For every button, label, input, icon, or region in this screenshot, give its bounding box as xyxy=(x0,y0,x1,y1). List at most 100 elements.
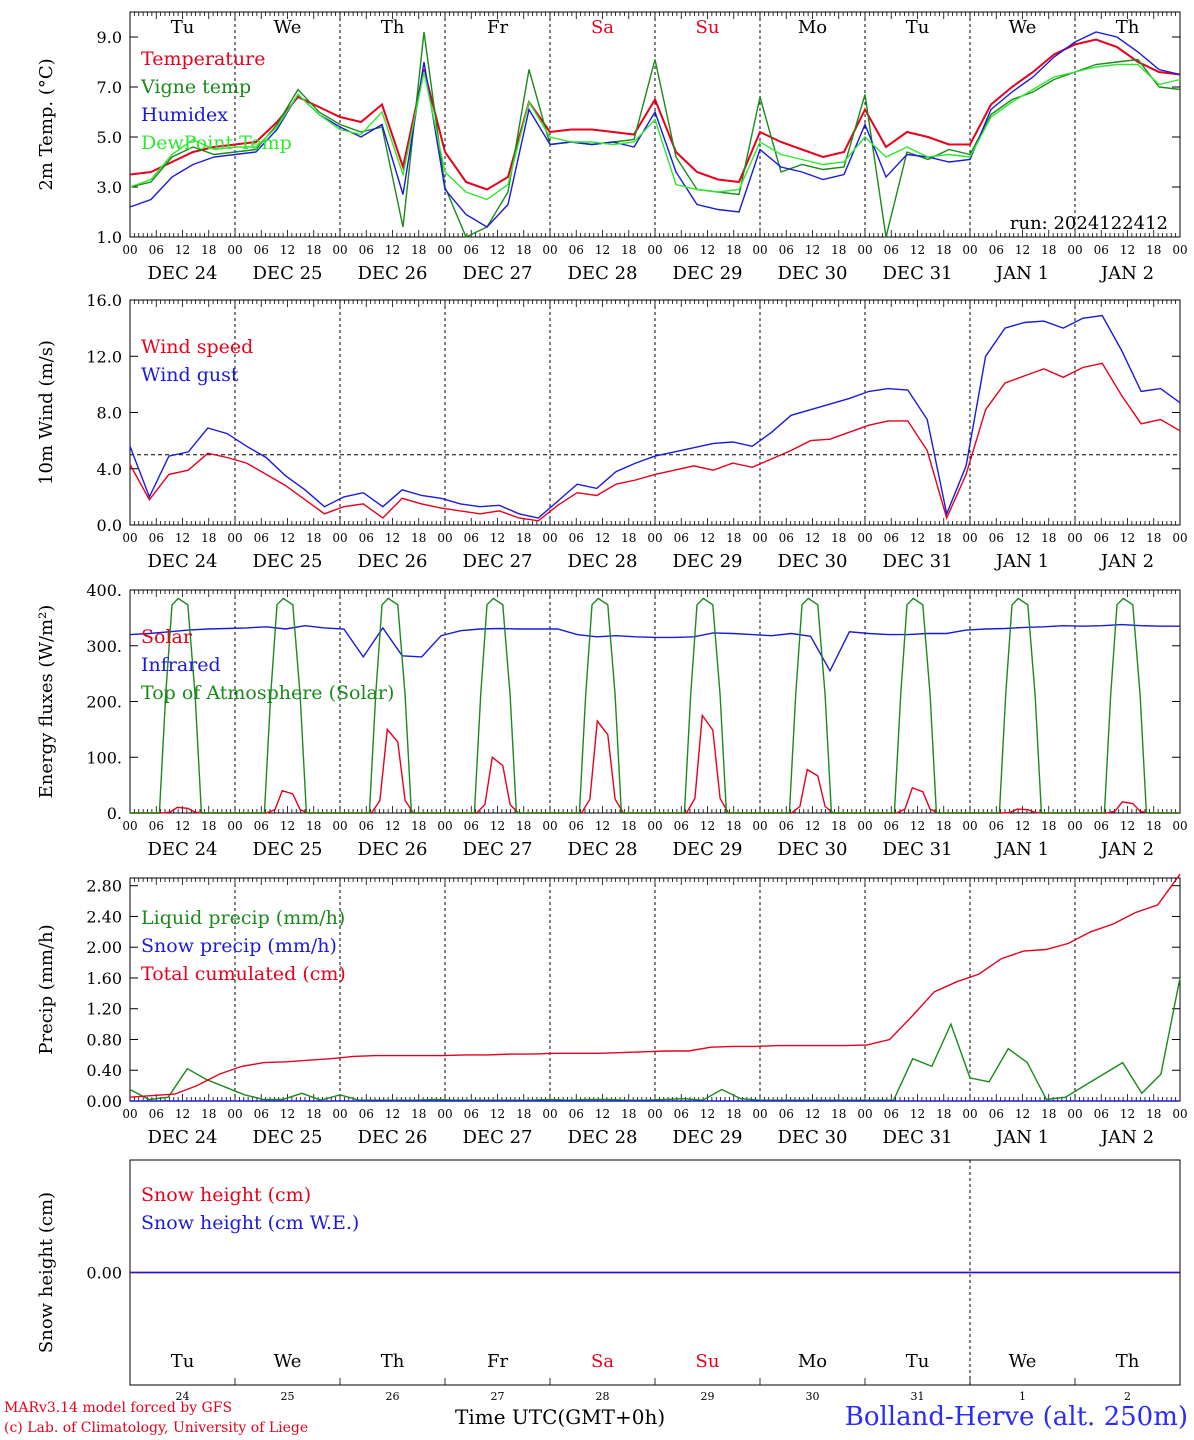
date-label: DEC 31 xyxy=(883,1127,953,1148)
run-annotation: run: 2024122412 xyxy=(1010,213,1168,234)
weekday-label: We xyxy=(274,17,302,38)
date-label: DEC 27 xyxy=(463,551,533,572)
hour-label: 12 xyxy=(595,243,610,257)
hour-label: 18 xyxy=(1146,819,1161,833)
hour-label: 00 xyxy=(227,819,242,833)
date-label: DEC 25 xyxy=(253,551,323,572)
day-number: 27 xyxy=(491,1390,505,1400)
date-label: DEC 30 xyxy=(778,263,848,284)
hour-label: 00 xyxy=(1172,531,1187,545)
y-tick-label: 8.0 xyxy=(97,404,122,423)
panel-4: 00 06 12 18 00 06 12 18 00 06 12 18 00 06 12 18 00 06 12 18… xyxy=(36,873,1188,1148)
date-label: DEC 30 xyxy=(778,839,848,860)
time-axis-label: Time UTC(GMT+0h) xyxy=(455,1405,666,1429)
date-label: DEC 28 xyxy=(568,263,638,284)
y-tick-label: 300. xyxy=(86,637,122,656)
panel-1: 00 06 12 18 00 06 12 18 00 06 12 18 00 06 12 18 00 06 12 18… xyxy=(36,11,1188,284)
date-label: DEC 24 xyxy=(148,839,218,860)
y-tick-label: 1.0 xyxy=(97,228,122,247)
hour-label: 18 xyxy=(411,531,426,545)
date-label: JAN 2 xyxy=(1099,551,1154,572)
legend-item: Wind gust xyxy=(141,364,239,386)
hour-label: 00 xyxy=(437,243,452,257)
hour-label: 18 xyxy=(831,1107,846,1121)
hour-label: 12 xyxy=(490,1107,505,1121)
y-tick-label: 7.0 xyxy=(97,78,122,97)
weekday-label: Th xyxy=(1116,1351,1140,1372)
series-line-top-of-atmosphere-solar- xyxy=(130,597,1180,814)
y-tick-label: 2.40 xyxy=(86,907,122,926)
day-number: 30 xyxy=(806,1390,820,1400)
hour-label: 18 xyxy=(726,1107,741,1121)
hour-label: 00 xyxy=(542,1107,557,1121)
hour-label: 06 xyxy=(569,531,584,545)
hour-label: 12 xyxy=(280,243,295,257)
legend-item: Temperature xyxy=(141,48,265,70)
hour-label: 18 xyxy=(306,531,321,545)
legend-item: Vigne temp xyxy=(140,76,251,98)
hour-label: 12 xyxy=(805,819,820,833)
hour-label: 06 xyxy=(674,1107,689,1121)
hour-label: 00 xyxy=(1172,819,1187,833)
date-label: DEC 28 xyxy=(568,1127,638,1148)
weekday-label: Fr xyxy=(487,1351,508,1372)
hour-label: 00 xyxy=(332,819,347,833)
y-axis-label: Precip (mm/h) xyxy=(36,924,57,1054)
date-label: DEC 29 xyxy=(673,839,743,860)
hour-label: 00 xyxy=(1172,1107,1187,1121)
hour-label: 06 xyxy=(674,243,689,257)
hour-label: 06 xyxy=(884,1107,899,1121)
weekday-label: Tu xyxy=(171,1351,195,1372)
y-tick-label: 5.0 xyxy=(97,128,122,147)
hour-label: 06 xyxy=(1094,819,1109,833)
date-label: DEC 31 xyxy=(883,839,953,860)
hour-label: 18 xyxy=(831,531,846,545)
y-tick-label: 16.0 xyxy=(86,291,122,310)
weekday-label: Th xyxy=(1116,17,1140,38)
hour-label: 06 xyxy=(359,243,374,257)
hour-label: 06 xyxy=(464,243,479,257)
hour-label: 12 xyxy=(1015,531,1030,545)
hour-label: 00 xyxy=(857,531,872,545)
legend-item: Snow height (cm W.E.) xyxy=(141,1212,359,1234)
y-tick-label: 2.00 xyxy=(86,938,122,957)
hour-label: 06 xyxy=(149,243,164,257)
hour-label: 06 xyxy=(1094,243,1109,257)
hour-label: 18 xyxy=(831,819,846,833)
hour-label: 12 xyxy=(595,1107,610,1121)
hour-label: 18 xyxy=(411,243,426,257)
y-axis-label: Snow height (cm) xyxy=(36,1192,57,1353)
day-number: 24 xyxy=(176,1390,190,1400)
hour-label: 06 xyxy=(254,819,269,833)
date-label: DEC 27 xyxy=(463,263,533,284)
series-line-wind-speed xyxy=(129,362,1181,522)
hour-label: 00 xyxy=(752,531,767,545)
y-tick-label: 9.0 xyxy=(97,28,122,47)
hour-label: 12 xyxy=(175,1107,190,1121)
hour-label: 00 xyxy=(752,819,767,833)
hour-label: 00 xyxy=(437,819,452,833)
legend-item: Wind speed xyxy=(141,336,253,358)
hour-label: 06 xyxy=(149,819,164,833)
hour-label: 18 xyxy=(726,819,741,833)
hour-label: 18 xyxy=(621,243,636,257)
hour-label: 18 xyxy=(726,243,741,257)
hour-label: 12 xyxy=(175,243,190,257)
hour-label: 00 xyxy=(647,531,662,545)
hour-label: 12 xyxy=(805,1107,820,1121)
hour-label: 18 xyxy=(516,1107,531,1121)
legend-item: Total cumulated (cm) xyxy=(141,963,346,985)
legend-item: Liquid precip (mm/h) xyxy=(141,907,345,929)
hour-label: 00 xyxy=(227,531,242,545)
date-label: DEC 25 xyxy=(253,263,323,284)
panel-2: 00 06 12 18 00 06 12 18 00 06 12 18 00 06 12 18 00 06 12 18… xyxy=(36,291,1188,572)
hour-label: 06 xyxy=(359,1107,374,1121)
hour-label: 00 xyxy=(437,531,452,545)
y-tick-label: 400. xyxy=(86,581,122,600)
day-number: 1 xyxy=(1019,1390,1026,1400)
credit-line: (c) Lab. of Climatology, University of L… xyxy=(4,1420,309,1436)
hour-label: 12 xyxy=(385,243,400,257)
hour-label: 06 xyxy=(254,531,269,545)
y-axis-label: 2m Temp. (°C) xyxy=(36,58,57,190)
date-label: DEC 25 xyxy=(253,839,323,860)
